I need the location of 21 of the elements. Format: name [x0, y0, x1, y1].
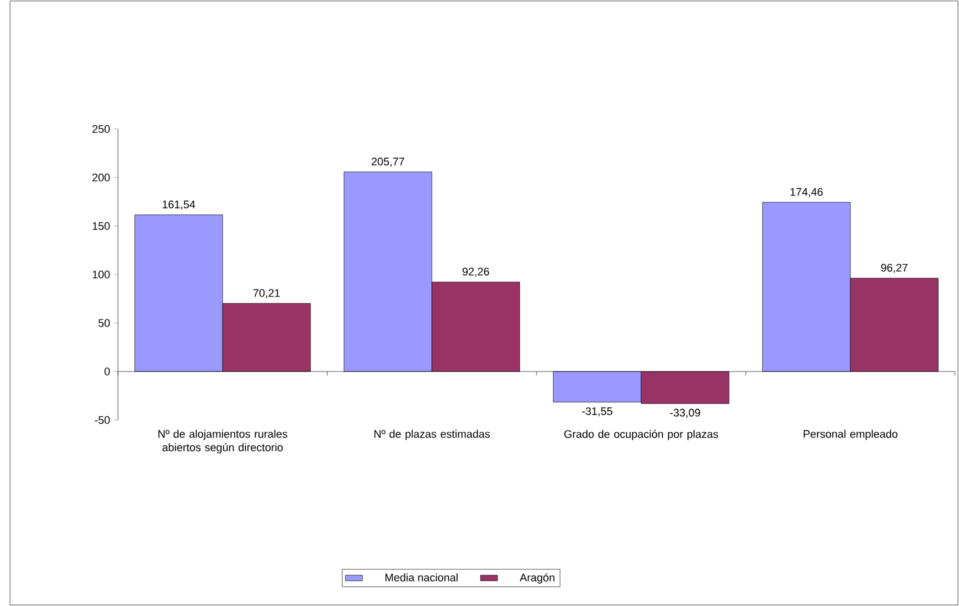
y-tick-label: 50: [98, 319, 110, 327]
y-tick-label: 0: [104, 368, 110, 376]
data-label: -31,55: [582, 407, 612, 416]
y-tick-label: 250: [92, 125, 110, 133]
x-tick-label: Personal empleado: [804, 430, 898, 440]
x-tick-label: Nº de alojamientos rurales abiertos según directorio: [158, 430, 288, 454]
legend-label: Media nacional: [386, 573, 458, 582]
legend-label: Aragón: [520, 573, 554, 584]
data-label: 70,21: [253, 289, 280, 298]
data-label: -33,09: [670, 408, 700, 418]
y-tick-label: 200: [92, 174, 110, 182]
y-tick-label: 150: [92, 222, 110, 230]
y-tick-label: -50: [94, 416, 110, 424]
x-tick-label: Grado de ocupación por plazas: [564, 430, 718, 440]
data-label: 161,54: [162, 200, 196, 210]
data-label: 96,27: [881, 264, 908, 273]
data-label: 174,46: [790, 188, 823, 198]
data-label: 92,26: [462, 268, 490, 277]
data-label: 205,77: [372, 158, 404, 167]
x-tick-label: Nº de plazas estimadas: [374, 430, 490, 440]
y-tick-label: 100: [92, 270, 110, 278]
